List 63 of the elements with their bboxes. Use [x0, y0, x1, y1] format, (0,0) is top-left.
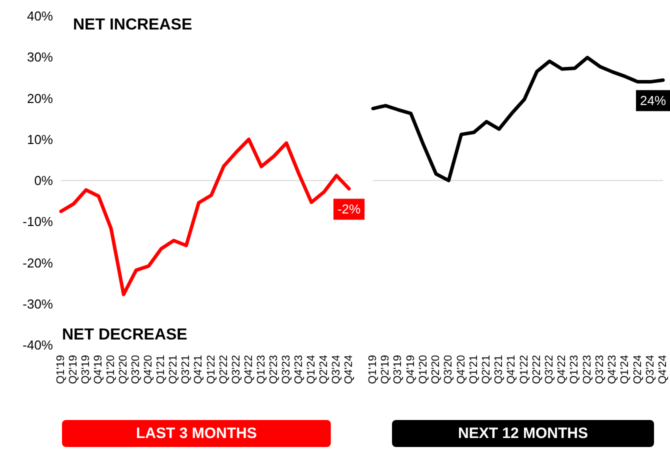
x-tick-label: Q4'20	[455, 355, 468, 384]
x-tick-label: Q3'21	[180, 355, 192, 384]
x-tick-label: Q3'20	[130, 355, 142, 384]
x-tick-label: Q3'19	[392, 355, 404, 384]
x-tick-label: Q3'22	[230, 355, 242, 384]
x-tick-label: Q4'22	[242, 355, 255, 384]
x-tick-label: Q4'24	[657, 355, 669, 384]
x-tick-label: Q1'20	[417, 355, 430, 384]
y-tick-label: 20%	[26, 90, 54, 106]
x-tick-label: Q2'20	[118, 355, 130, 384]
x-tick-label: Q2'23	[268, 355, 280, 384]
y-tick-label: 0%	[34, 173, 54, 188]
x-tick-label: Q4'23	[292, 355, 305, 384]
y-tick-label: -30%	[22, 296, 54, 312]
x-tick-label: Q4'22	[556, 355, 568, 384]
x-tick-label: Q1'20	[105, 355, 118, 384]
x-tick-label: Q4'24	[343, 355, 355, 384]
x-tick-label: Q3'20	[442, 355, 455, 384]
x-tick-label: Q1'23	[255, 355, 268, 384]
y-tick-label: 10%	[26, 132, 54, 147]
x-tick-label: Q2'22	[218, 355, 230, 384]
data-label: 24%	[640, 93, 666, 108]
y-tick-label: -10%	[22, 214, 54, 230]
x-tick-label: Q1'21	[468, 355, 480, 384]
x-tick-label: Q3'23	[280, 355, 292, 384]
x-tick-label: Q1'23	[568, 355, 581, 384]
x-tick-label: Q1'22	[518, 355, 530, 384]
text: LAST 3 MONTHS	[136, 425, 257, 442]
x-tick-label: Q2'21	[168, 355, 180, 384]
x-tick-label: Q4'21	[192, 355, 205, 384]
x-tick-label: Q2'23	[581, 355, 594, 384]
x-tick-label: Q4'20	[142, 355, 155, 384]
x-tick-label: Q4'23	[606, 355, 619, 384]
x-tick-label: Q2'21	[480, 355, 492, 384]
x-tick-label: Q1'19	[55, 355, 67, 384]
annotation: NET INCREASE	[73, 16, 192, 34]
y-tick-label: 40%	[26, 8, 54, 24]
x-tick-label: Q2'24	[632, 355, 644, 384]
x-tick-label: Q1'22	[205, 355, 218, 384]
text: NEXT 12 MONTHS	[458, 425, 588, 442]
x-tick-label: Q4'19	[404, 355, 417, 384]
x-tick-label: Q3'21	[493, 355, 506, 384]
x-tick-label: Q3'19	[80, 355, 92, 384]
x-tick-label: Q2'19	[68, 355, 80, 384]
x-tick-label: Q2'19	[380, 355, 392, 384]
y-tick-label: -40%	[22, 338, 54, 352]
annotation: NET DECREASE	[62, 326, 188, 344]
x-tick-label: Q4'21	[506, 355, 518, 384]
x-tick-label: Q1'24	[305, 355, 318, 384]
x-tick-label: Q1'19	[367, 355, 379, 384]
x-tick-label: Q3'22	[544, 355, 556, 384]
x-tick-label: Q2'22	[530, 355, 543, 384]
x-tick-label: Q1'21	[155, 355, 168, 384]
x-tick-label: Q2'24	[318, 355, 330, 384]
y-tick-label: -20%	[22, 255, 54, 270]
x-tick-label: Q2'20	[430, 355, 442, 384]
data-label: -2%	[337, 202, 361, 217]
x-tick-label: Q3'23	[594, 355, 606, 384]
x-tick-label: Q3'24	[644, 355, 656, 384]
x-tick-label: Q4'19	[92, 355, 105, 384]
x-tick-label: Q3'24	[330, 355, 342, 384]
x-tick-label: Q1'24	[619, 355, 632, 384]
y-tick-label: 30%	[26, 50, 54, 65]
